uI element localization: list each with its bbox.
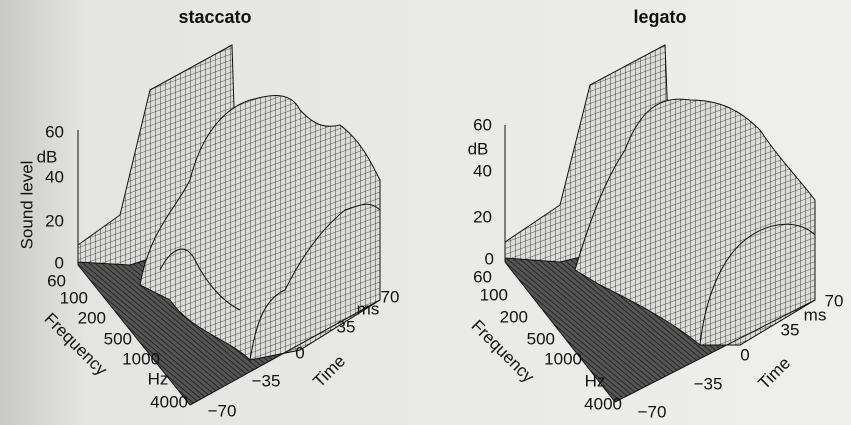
axis-unit: dB <box>37 147 58 166</box>
tick-label: 60 <box>45 122 64 141</box>
tick-label: 500 <box>104 329 132 348</box>
tick-label: 0 <box>485 249 494 268</box>
tick-label: −35 <box>694 374 723 393</box>
tick-label: 1000 <box>544 349 582 368</box>
figure: staccato Sound level dB 60 40 20 0 60 10… <box>0 0 851 425</box>
tick-label: 0 <box>295 343 304 362</box>
tick-label: 70 <box>825 291 844 310</box>
tick-label: 0 <box>740 345 749 364</box>
tick-label: −70 <box>638 402 667 421</box>
axis-unit: dB <box>468 139 489 158</box>
tick-label: 40 <box>473 161 492 180</box>
tick-label: 200 <box>78 308 106 327</box>
axis-unit: ms <box>357 299 380 318</box>
tick-label: 200 <box>500 307 528 326</box>
axis-unit: Hz <box>148 369 169 388</box>
axis-label: Sound level <box>17 161 36 250</box>
tick-label: 20 <box>473 207 492 226</box>
tick-label: 100 <box>480 285 508 304</box>
panel-title: staccato <box>178 7 251 27</box>
tick-label: 1000 <box>122 349 160 368</box>
panel-title: legato <box>633 7 686 27</box>
tick-label: 0 <box>55 253 64 272</box>
tick-label: 4000 <box>584 394 622 413</box>
tick-label: 35 <box>337 317 356 336</box>
tick-label: 60 <box>473 267 492 286</box>
tick-label: 4000 <box>150 392 188 411</box>
tick-label: 35 <box>781 320 800 339</box>
tick-label: −35 <box>252 371 281 390</box>
tick-label: 100 <box>60 288 88 307</box>
tick-label: 500 <box>527 329 555 348</box>
tick-label: 70 <box>381 287 400 306</box>
tick-label: −70 <box>208 401 237 420</box>
tick-label: 20 <box>45 211 64 230</box>
tick-label: 60 <box>473 115 492 134</box>
axis-unit: Hz <box>585 371 606 390</box>
axis-unit: ms <box>804 305 827 324</box>
tick-label: 40 <box>45 167 64 186</box>
